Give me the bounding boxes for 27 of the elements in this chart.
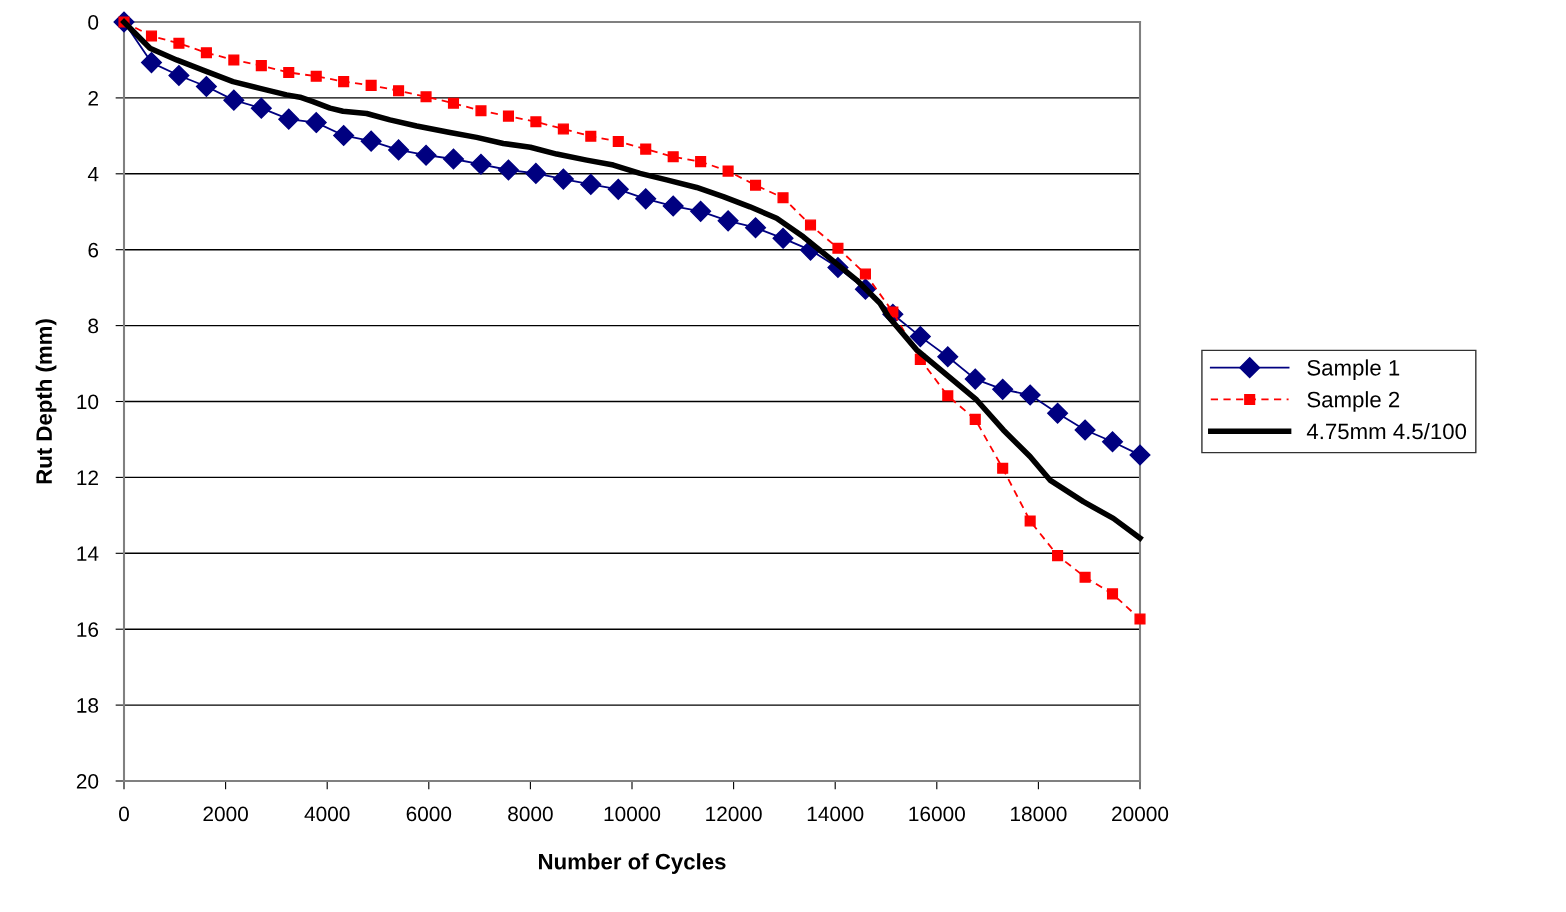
y-tick-label: 8 xyxy=(88,318,99,334)
y-tick-label: 6 xyxy=(88,242,99,258)
y-tick-label: 12 xyxy=(77,470,98,485)
x-axis-title: Number of Cycles xyxy=(539,853,726,874)
legend-label: Sample 1 xyxy=(1307,359,1400,381)
x-tick-label: 2000 xyxy=(203,806,248,822)
x-tick-label: 10000 xyxy=(604,806,661,822)
y-tick-label: 18 xyxy=(77,698,99,713)
y-tick-label: 20 xyxy=(76,774,99,789)
y-tick-label: 2 xyxy=(88,90,98,106)
y-tick-label: 10 xyxy=(77,394,99,410)
x-tick-label: 12000 xyxy=(706,806,762,822)
y-tick-label: 16 xyxy=(77,622,99,637)
x-tick-label: 0 xyxy=(119,806,129,822)
y-axis-title: Rut Depth (mm) xyxy=(35,319,57,484)
y-tick-label: 14 xyxy=(77,546,99,561)
x-tick-label: 4000 xyxy=(304,806,350,822)
legend-label: Sample 2 xyxy=(1307,391,1400,412)
x-tick-label: 6000 xyxy=(406,806,452,822)
x-tick-label: 8000 xyxy=(508,806,553,822)
y-tick-label: 0 xyxy=(88,15,99,30)
legend-label: 4.75mm 4.5/100 xyxy=(1306,422,1467,440)
x-tick-label: 18000 xyxy=(1011,806,1067,822)
x-tick-label: 20000 xyxy=(1112,806,1169,822)
y-tick-label: 4 xyxy=(87,167,99,182)
x-tick-label: 16000 xyxy=(909,806,965,822)
x-tick-label: 14000 xyxy=(807,806,864,822)
